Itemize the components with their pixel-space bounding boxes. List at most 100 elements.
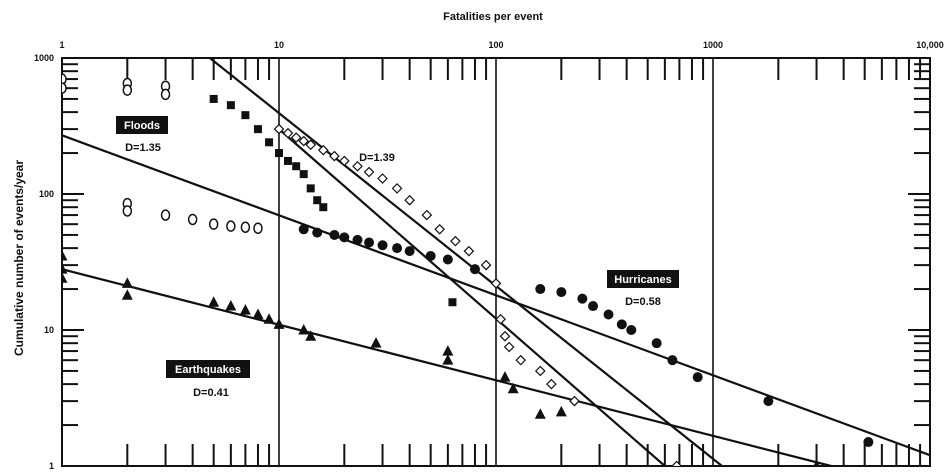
diamond-point [290, 132, 302, 143]
hurricane-point [352, 234, 363, 245]
hurricane-point [535, 284, 546, 295]
diamond-point [404, 194, 415, 206]
y-tick-label: 100 [39, 189, 54, 199]
diamond-point [377, 173, 388, 184]
hurricane-point [312, 227, 323, 238]
diamond-point [495, 313, 506, 325]
fit-line [278, 128, 666, 466]
hurricane-point [556, 287, 567, 298]
earthquake-point [208, 296, 220, 307]
diamond-point [298, 135, 310, 147]
earthquakes-label: Earthquakes [175, 364, 241, 376]
earthquakes-label-box [166, 360, 250, 378]
hurricane-point [404, 246, 415, 257]
flood-square-point [241, 111, 250, 120]
earthquake-point [813, 460, 820, 466]
flood-square-point [209, 94, 218, 103]
earthquake-point [225, 300, 237, 311]
flood-square-point [275, 149, 283, 158]
x-tick-label: 1000 [703, 40, 723, 50]
diamond-point [490, 278, 502, 289]
annotation-earthquakes: Earthquakes D=0.41 [166, 360, 250, 399]
hurricane-point [863, 437, 874, 448]
earthquake-point [62, 272, 68, 283]
flood-open-circle-point [122, 84, 133, 96]
hurricanes-d-value: D=0.58 [625, 296, 661, 308]
x-tick-label: 10 [274, 40, 284, 50]
data-points [62, 73, 874, 466]
hurricane-point [339, 232, 350, 243]
diamond-point [463, 245, 475, 257]
earthquake-point [534, 408, 546, 419]
earthquake-point [305, 330, 317, 341]
hurricane-point [298, 224, 309, 235]
flood-square-point [448, 298, 457, 307]
earthquake-point [499, 371, 511, 382]
hurricane-point [763, 396, 774, 407]
flood-open-circle-point [62, 73, 67, 85]
diamond-point [329, 150, 340, 162]
hurricane-point [577, 293, 588, 304]
diamond-point [352, 160, 363, 172]
flood-open-circle-point [160, 209, 171, 221]
diamond-point [305, 139, 317, 151]
fit-line [62, 268, 832, 466]
flood-square-point [319, 203, 328, 212]
y-axis-label: Cumulative number of events/year [12, 160, 26, 356]
y-tick-label: 1 [49, 461, 54, 471]
earthquake-point [252, 308, 264, 320]
diamond-point [450, 235, 461, 247]
diamond-point [421, 209, 433, 221]
flood-square-point [283, 156, 292, 165]
flood-open-circle-point [253, 222, 263, 234]
diamond-point [363, 166, 375, 178]
d139-value: D=1.39 [359, 152, 395, 164]
diamond-point [338, 155, 350, 167]
grid-lines [278, 58, 714, 466]
annotation-hurricanes: Hurricanes D=0.58 [607, 270, 679, 308]
earthquake-point [239, 304, 251, 315]
diamond-point [273, 123, 285, 135]
diamond-point [480, 259, 492, 271]
annotation-floods: Floods D=1.35 [116, 116, 168, 154]
y-tick-label: 1000 [34, 53, 54, 63]
hurricane-point [667, 355, 678, 366]
flood-open-circle-point [240, 221, 251, 233]
flood-open-circle-point [226, 220, 236, 232]
earthquake-point [555, 405, 567, 417]
hurricanes-label: Hurricanes [614, 274, 671, 286]
flood-square-point [306, 184, 315, 193]
diamond-point [515, 354, 527, 366]
chart-title: Fatalities per event [443, 11, 543, 23]
hurricane-point [616, 319, 627, 330]
hurricane-point [425, 251, 436, 262]
flood-open-circle-point [122, 205, 133, 217]
hurricane-point [588, 301, 599, 312]
hurricane-point [603, 309, 614, 320]
fit-line [62, 134, 930, 457]
x-tick-label: 10,000 [916, 40, 944, 50]
hurricane-point [469, 264, 480, 275]
diamond-point [434, 223, 446, 235]
earthquake-point [273, 318, 285, 329]
flood-square-point [313, 196, 322, 205]
flood-square-point [299, 170, 308, 179]
flood-open-circle-point [62, 82, 67, 94]
x-tick-label: 1 [59, 40, 64, 50]
hurricane-point [692, 372, 703, 383]
earthquake-point [442, 354, 454, 365]
axis-ticks [62, 58, 930, 467]
diamond-point [503, 341, 515, 353]
earthquake-point [370, 337, 382, 348]
y-tick-label: 10 [44, 325, 54, 335]
floods-label-box [116, 116, 168, 134]
flood-square-point [226, 101, 235, 110]
diamond-point [499, 330, 511, 342]
hurricane-point [651, 338, 662, 349]
flood-square-point [265, 138, 274, 147]
diamond-point [569, 395, 580, 407]
fit-line [209, 58, 723, 466]
fit-lines [62, 58, 930, 466]
flood-square-point [253, 125, 262, 134]
